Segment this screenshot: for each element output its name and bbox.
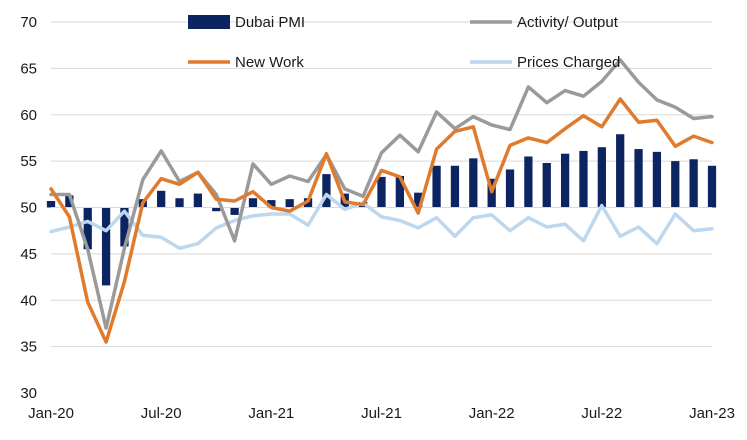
bar-dubai-pmi-may-22 xyxy=(560,153,570,208)
y-tick-label: 40 xyxy=(20,292,37,309)
bar-dubai-pmi-mar-20 xyxy=(83,207,92,250)
x-tick-label: Jan-22 xyxy=(469,405,515,422)
bar-dubai-pmi-jan-23 xyxy=(707,165,717,208)
bar-dubai-pmi-oct-22 xyxy=(652,151,662,208)
bar-dubai-pmi-nov-21 xyxy=(450,165,460,208)
line-activity-output xyxy=(49,58,714,330)
bar-dubai-pmi-jan-20 xyxy=(46,201,56,208)
bar-dubai-pmi-dec-21 xyxy=(469,158,478,208)
bar-dubai-pmi-feb-22 xyxy=(505,169,515,208)
bar-dubai-pmi-feb-21 xyxy=(285,199,294,208)
legend-label-dubai-pmi: Dubai PMI xyxy=(235,14,305,31)
bar-dubai-pmi-jan-21 xyxy=(267,200,276,208)
y-axis: 30 35 40 45 50 55 60 65 70 xyxy=(20,14,37,402)
bar-dubai-pmi-mar-22 xyxy=(524,156,533,208)
bar-dubai-pmi-oct-20 xyxy=(212,207,221,212)
bar-dubai-pmi-jul-21 xyxy=(377,176,386,208)
legend-label-activity-output: Activity/ Output xyxy=(517,14,619,31)
x-tick-label: Jul-22 xyxy=(581,405,622,422)
bar-dubai-pmi-jun-22 xyxy=(579,150,588,208)
bar-dubai-pmi-dec-20 xyxy=(248,198,258,208)
y-tick-label: 50 xyxy=(20,200,37,217)
series-lines xyxy=(49,58,714,344)
bar-dubai-pmi-sep-20 xyxy=(193,193,203,208)
bar-dubai-pmi-feb-20 xyxy=(65,195,74,208)
legend-swatch-dubai-pmi xyxy=(188,15,230,29)
bar-dubai-pmi-jul-22 xyxy=(597,147,606,208)
bar-dubai-pmi-dec-22 xyxy=(689,159,698,208)
bar-dubai-pmi-may-20 xyxy=(120,207,129,247)
bar-dubai-pmi-jul-20 xyxy=(157,190,166,208)
legend-label-new-work: New Work xyxy=(235,54,304,71)
bar-dubai-pmi-nov-22 xyxy=(671,161,680,208)
x-tick-label: Jul-20 xyxy=(141,405,182,422)
bar-dubai-pmi-sep-21 xyxy=(414,192,423,208)
bar-dubai-pmi-aug-22 xyxy=(616,134,625,208)
x-tick-label: Jan-20 xyxy=(28,405,74,422)
legend-label-prices-charged: Prices Charged xyxy=(517,54,620,71)
line-new-work xyxy=(49,97,714,344)
x-tick-label: Jan-23 xyxy=(689,405,735,422)
bar-dubai-pmi-aug-21 xyxy=(395,175,404,208)
y-tick-label: 30 xyxy=(20,385,37,402)
bar-dubai-pmi-apr-21 xyxy=(322,174,331,208)
bar-dubai-pmi-apr-22 xyxy=(542,162,551,208)
x-tick-label: Jan-21 xyxy=(248,405,294,422)
line-prices-charged xyxy=(49,192,714,251)
y-tick-label: 65 xyxy=(20,60,37,77)
x-tick-label: Jul-21 xyxy=(361,405,402,422)
legend: Dubai PMI Activity/ Output New Work Prices … xyxy=(188,14,620,71)
bar-dubai-pmi-sep-22 xyxy=(634,149,643,208)
bar-dubai-pmi-apr-20 xyxy=(101,207,111,286)
y-tick-label: 55 xyxy=(20,153,37,170)
bar-dubai-pmi-aug-20 xyxy=(175,198,184,208)
y-tick-label: 35 xyxy=(20,339,37,356)
y-tick-label: 60 xyxy=(20,107,37,124)
y-tick-label: 45 xyxy=(20,246,37,263)
y-tick-label: 70 xyxy=(20,14,37,31)
bar-dubai-pmi-oct-21 xyxy=(432,165,441,208)
x-axis: Jan-20 Jul-20 Jan-21 Jul-21 Jan-22 Jul-22 Jan-… xyxy=(28,405,735,422)
bar-dubai-pmi-nov-20 xyxy=(230,207,239,215)
